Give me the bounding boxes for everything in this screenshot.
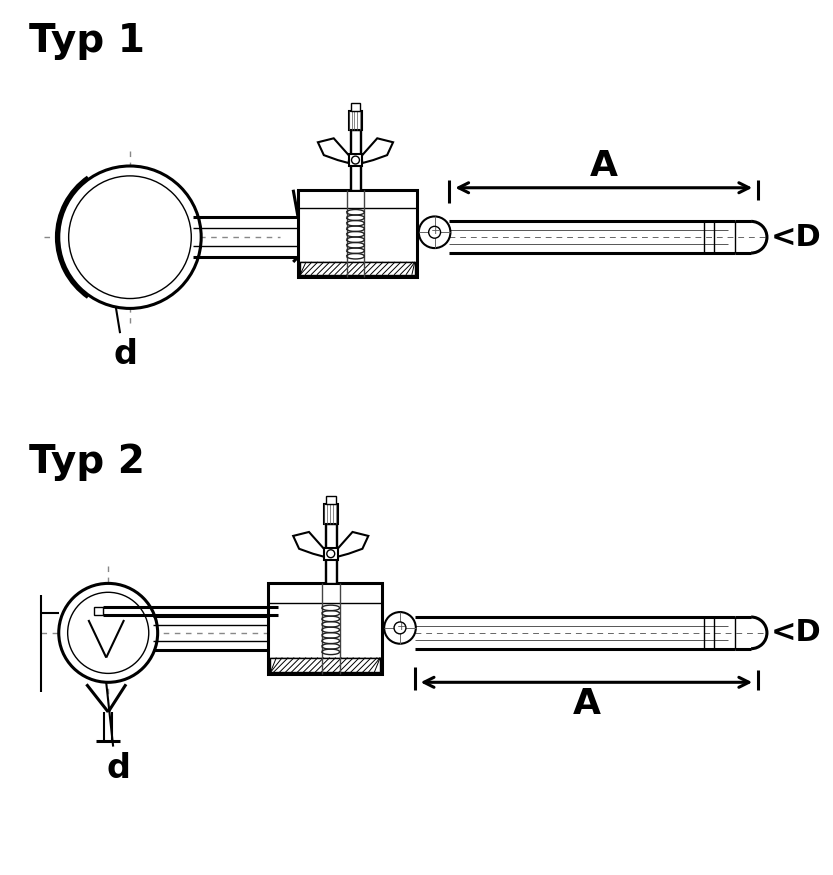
Polygon shape [293, 532, 325, 556]
Text: <D: <D [771, 223, 821, 252]
Circle shape [327, 550, 335, 557]
Bar [325, 524, 337, 584]
Bar [326, 496, 336, 504]
Circle shape [394, 622, 406, 634]
Text: d: d [106, 752, 130, 785]
Bar [348, 110, 362, 130]
Circle shape [419, 216, 451, 248]
Text: d: d [113, 338, 137, 371]
Bar [324, 548, 337, 560]
Circle shape [429, 227, 441, 238]
Circle shape [67, 592, 149, 674]
Polygon shape [337, 532, 368, 556]
Polygon shape [362, 138, 393, 163]
Text: <D: <D [771, 619, 821, 648]
Text: Typ 2: Typ 2 [29, 443, 145, 481]
Text: A: A [572, 687, 601, 721]
Circle shape [59, 584, 157, 682]
Text: +: + [431, 227, 441, 236]
Bar [348, 154, 362, 166]
Circle shape [68, 176, 192, 298]
Circle shape [59, 166, 202, 308]
Bar [94, 607, 103, 615]
Bar [324, 504, 337, 524]
Bar [350, 130, 362, 190]
Text: Typ 1: Typ 1 [29, 22, 145, 60]
Bar [351, 102, 361, 110]
Polygon shape [318, 138, 350, 163]
Bar [271, 658, 380, 672]
Bar [268, 584, 382, 675]
Bar [298, 190, 416, 276]
Text: +: + [397, 622, 406, 632]
Text: A: A [590, 149, 618, 183]
Circle shape [384, 612, 416, 644]
Circle shape [352, 156, 359, 164]
Bar [300, 262, 415, 275]
